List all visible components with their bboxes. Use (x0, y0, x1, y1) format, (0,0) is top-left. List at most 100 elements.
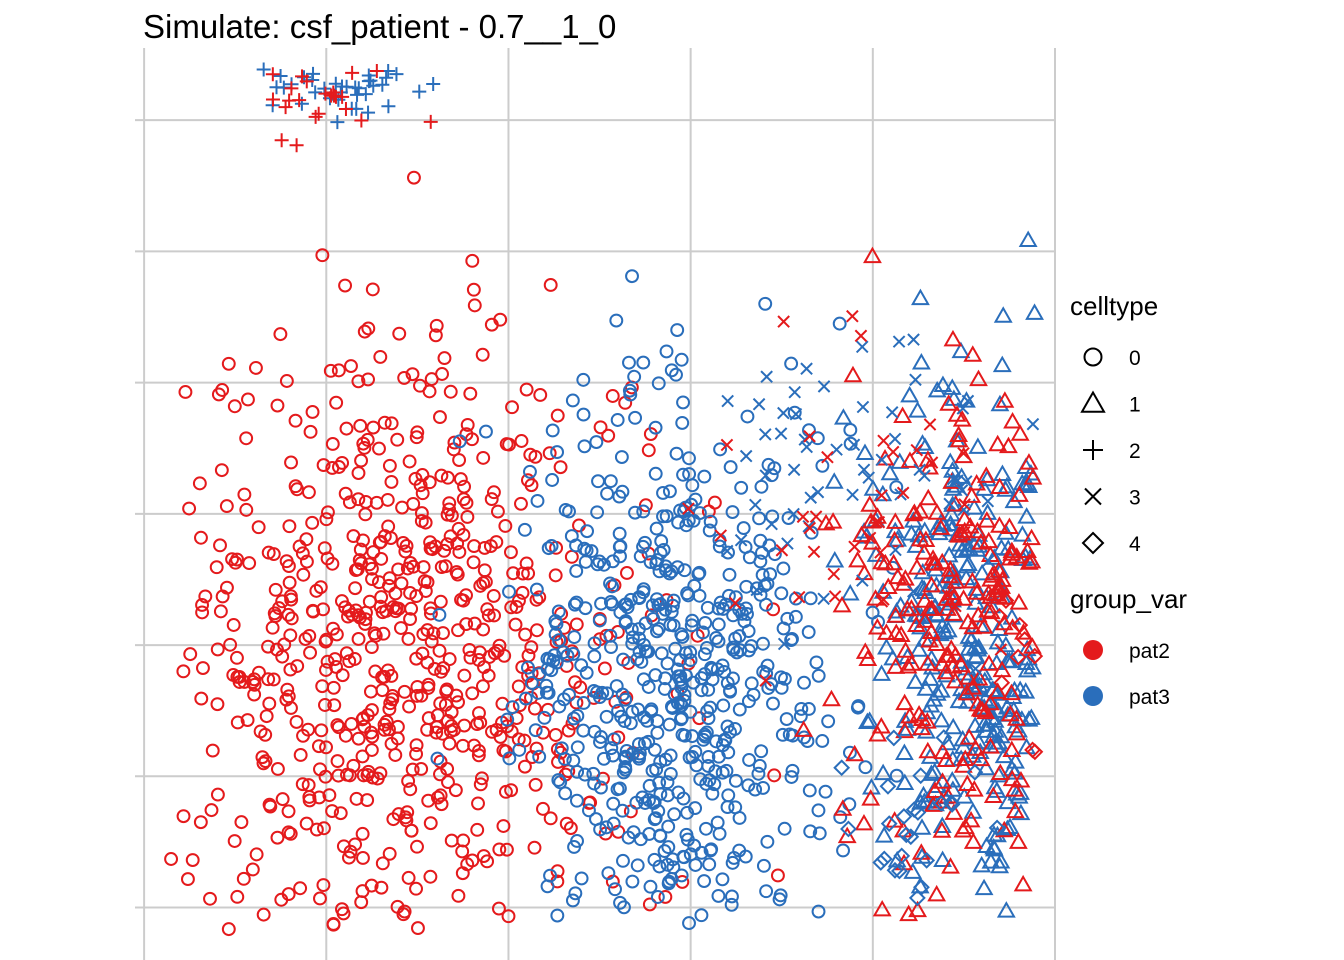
data-point (210, 642, 225, 657)
data-point (335, 455, 350, 470)
data-point (885, 512, 905, 529)
data-point (984, 548, 1004, 565)
data-point (333, 806, 348, 821)
data-point (993, 306, 1013, 323)
data-point (388, 748, 403, 762)
data-point (532, 590, 547, 605)
data-point (544, 663, 559, 678)
data-point (936, 662, 956, 680)
data-point (916, 722, 936, 739)
data-point (619, 597, 634, 612)
data-point (329, 395, 344, 410)
data-point (764, 468, 779, 483)
data-point (524, 675, 539, 690)
data-point (599, 820, 614, 835)
data-point (711, 634, 726, 649)
data-point (281, 804, 296, 819)
data-point (1017, 660, 1037, 678)
data-point (610, 625, 625, 639)
data-point (253, 724, 268, 739)
data-point (922, 575, 941, 593)
data-point (1024, 741, 1041, 759)
data-point (803, 429, 816, 443)
data-point (927, 684, 947, 701)
data-point (781, 511, 796, 526)
data-point (395, 500, 410, 515)
data-point (270, 761, 285, 776)
data-point (527, 840, 542, 855)
data-point (315, 248, 330, 263)
data-point (618, 760, 633, 774)
data-point (451, 623, 465, 638)
data-point (423, 606, 438, 621)
data-point (406, 170, 421, 185)
data-point (854, 329, 868, 343)
data-point (430, 708, 445, 723)
data-point (742, 753, 757, 767)
data-point (697, 469, 712, 484)
data-point (890, 862, 908, 880)
data-point (355, 884, 370, 899)
data-point (918, 741, 938, 759)
data-point (382, 846, 397, 861)
data-point (641, 644, 656, 659)
data-point (663, 766, 678, 781)
data-point (933, 742, 953, 760)
data-point (878, 577, 898, 594)
data-point (613, 549, 627, 564)
data-point (560, 648, 575, 663)
data-point (593, 822, 608, 837)
data-point (922, 599, 942, 616)
data-point (651, 598, 666, 612)
data-point (990, 477, 1010, 494)
chart-title: Simulate: csf_patient - 0.7__1_0 (143, 8, 617, 45)
data-point (971, 533, 991, 550)
data-point (910, 502, 930, 519)
data-point (603, 474, 618, 489)
data-point (938, 620, 958, 638)
data-point (966, 763, 984, 781)
data-point (957, 683, 977, 701)
data-point (951, 474, 964, 487)
data-point (726, 671, 740, 686)
data-point (584, 544, 599, 559)
data-point (752, 511, 767, 526)
data-point (328, 89, 343, 104)
data-point (664, 363, 679, 378)
data-point (388, 586, 403, 601)
data-point (542, 446, 557, 461)
data-point (732, 811, 747, 825)
data-point (664, 604, 679, 619)
data-point (779, 712, 794, 727)
data-point (353, 418, 368, 433)
data-point (283, 826, 298, 841)
data-point (988, 701, 1008, 719)
data-point (289, 138, 304, 153)
data-point (566, 647, 581, 661)
data-point (511, 732, 526, 747)
data-point (247, 687, 262, 702)
data-point (936, 750, 956, 767)
data-point (868, 725, 888, 742)
data-point (927, 776, 946, 794)
data-point (846, 309, 859, 323)
data-point (875, 489, 888, 502)
data-point (965, 637, 985, 654)
data-point (599, 709, 614, 724)
data-point (265, 620, 280, 635)
data-point (178, 385, 193, 399)
data-point (614, 450, 629, 465)
data-point (456, 528, 471, 542)
data-point (738, 540, 753, 554)
data-point (980, 545, 1000, 563)
data-point (793, 709, 808, 724)
data-point (601, 428, 616, 443)
data-point (720, 544, 734, 558)
data-point (734, 480, 749, 495)
data-point (320, 654, 335, 669)
data-point (803, 521, 817, 535)
data-point (1010, 680, 1030, 698)
data-point (428, 328, 443, 343)
data-point (570, 740, 585, 755)
